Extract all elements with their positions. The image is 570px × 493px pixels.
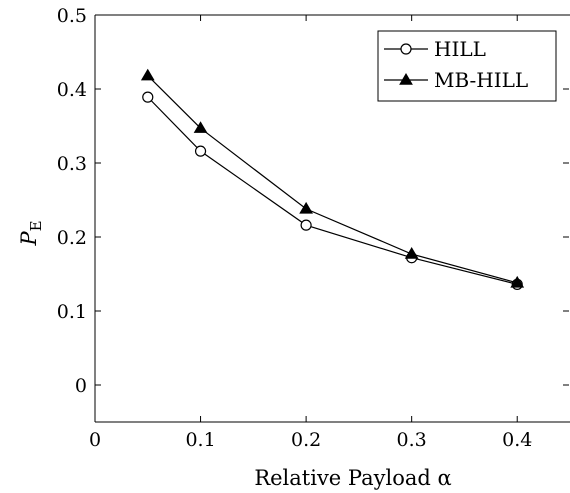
legend-entry-hill: HILL [384,37,486,61]
data-point-mb-hill [404,247,419,259]
legend-box [377,30,557,102]
y-tick-label: 0.4 [57,79,87,101]
x-tick-label: 0.2 [291,429,321,451]
legend-label: HILL [434,37,486,61]
legend-marker [399,73,413,85]
y-tick-label: 0.1 [57,301,87,323]
legend: HILL MB-HILL [377,30,557,102]
series-line-hill [147,96,518,285]
data-point-mb-hill [510,275,525,288]
y-axis-label-subscript: E [27,220,45,231]
axes: 0 0.1 0.2 0.3 0.4 0 0.1 0.2 0.3 0.4 0.5 [57,5,570,451]
y-tick-label: 0 [75,375,87,397]
plot-area [140,68,525,290]
x-tick-label: 0.3 [397,429,427,451]
y-tick-label: 0.3 [57,153,87,175]
series-hill [142,91,523,290]
y-tick-label: 0.2 [57,227,87,249]
x-tick-label: 0.1 [185,429,215,451]
data-point-mb-hill [140,68,155,81]
series-mb-hill [140,68,525,288]
series-line-mb-hill [147,75,518,284]
y-axis-label: PE [17,220,45,246]
legend-marker [400,43,412,55]
x-tick-label: 0 [89,429,101,451]
y-tick-label: 0.5 [57,5,87,27]
x-tick-label: 0.4 [502,429,532,451]
data-point-hill [142,91,154,103]
x-axis-label: Relative Payload α [254,466,451,490]
data-point-mb-hill [193,121,208,133]
legend-entry-mb-hill: MB-HILL [384,68,528,92]
data-point-hill [194,145,207,157]
legend-label: MB-HILL [434,68,528,92]
data-point-mb-hill [299,201,313,214]
y-axis-label-main: P [17,231,41,247]
data-point-hill [300,219,312,231]
